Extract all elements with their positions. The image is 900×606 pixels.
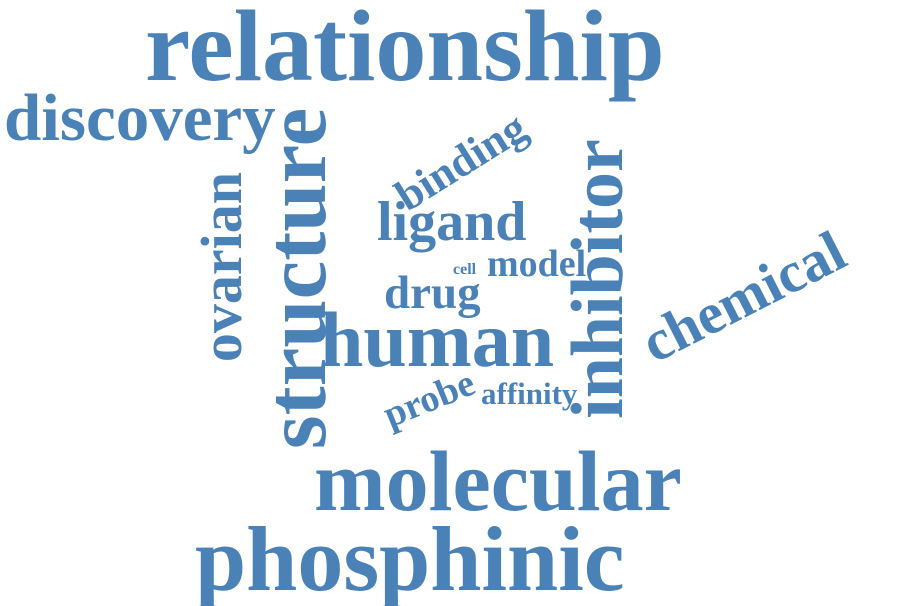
word-ovarian: ovarian — [193, 172, 251, 362]
word-discovery: discovery — [4, 85, 276, 152]
word-model: model — [487, 245, 586, 283]
word-chemical: chemical — [633, 221, 854, 372]
word-affinity: affinity — [481, 378, 577, 409]
word-structure: structure — [252, 108, 339, 449]
word-phosphinic: phosphinic — [195, 513, 625, 605]
word-ligand: ligand — [377, 194, 526, 250]
word-human: human — [320, 301, 554, 379]
